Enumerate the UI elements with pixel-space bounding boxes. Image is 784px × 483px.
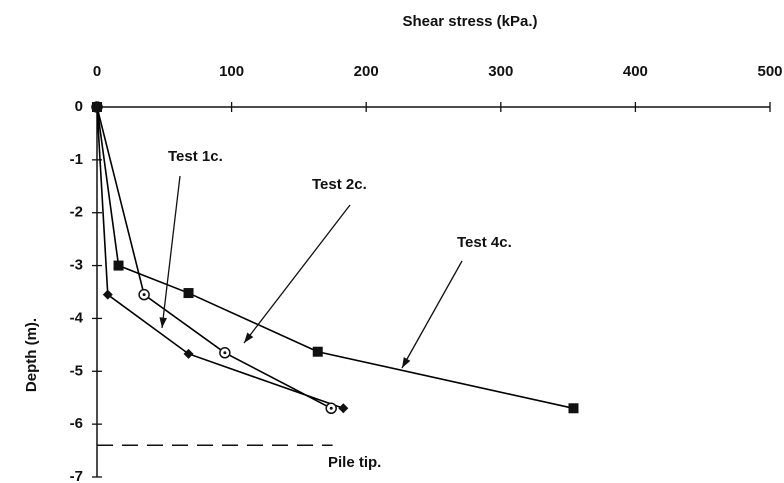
point-dot (142, 293, 146, 297)
point-dot (223, 351, 227, 355)
point (312, 346, 323, 357)
series-line (96, 106, 344, 410)
y-tick-label: -3 (70, 257, 83, 274)
annotation-arrow (401, 260, 463, 369)
x-tick-label: 200 (354, 63, 379, 80)
y-tick-label: -2 (70, 204, 83, 221)
series-label: Test 1c. (168, 148, 223, 165)
x-tick-label: 400 (623, 63, 648, 80)
y-tick-label: -4 (70, 309, 84, 326)
point (113, 260, 124, 271)
arrow-head (402, 357, 411, 368)
y-tick-label: -7 (70, 468, 83, 483)
arrow-head (244, 332, 254, 343)
series-label: Test 2c. (312, 176, 367, 193)
x-tick-label: 500 (757, 63, 782, 80)
x-tick-label: 100 (219, 63, 244, 80)
y-tick-label: -5 (70, 362, 83, 379)
point (92, 102, 102, 112)
y-tick-label: -6 (70, 415, 83, 432)
series-line (96, 106, 332, 409)
point (183, 348, 194, 359)
point (183, 288, 194, 299)
point (568, 403, 579, 414)
pile-tip-label: Pile tip. (328, 454, 381, 471)
y-axis-title: Depth (m). (23, 318, 40, 392)
point (102, 289, 113, 300)
arrow-head (159, 317, 167, 328)
series-label: Test 4c. (457, 234, 512, 251)
y-tick-label: -1 (70, 151, 83, 168)
x-axis-title: Shear stress (kPa.) (402, 13, 537, 30)
point-dot (329, 406, 333, 410)
annotation-arrow (161, 175, 181, 329)
x-tick-label: 0 (93, 63, 101, 80)
annotation-arrow (243, 204, 351, 344)
point (338, 403, 349, 414)
y-tick-label: 0 (75, 98, 83, 115)
x-tick-label: 300 (488, 63, 513, 80)
